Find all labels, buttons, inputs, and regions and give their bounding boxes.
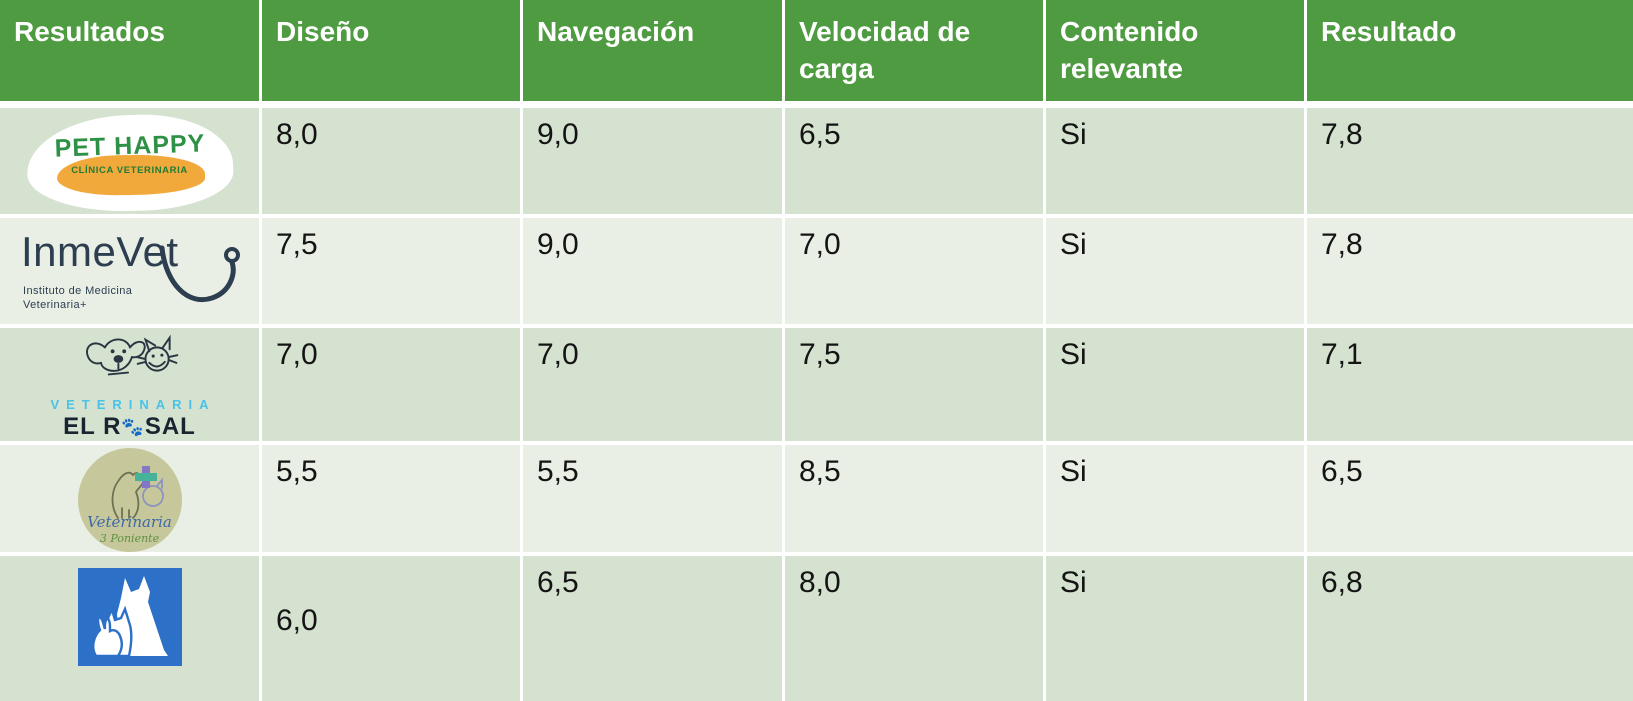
column-header-contenido: Contenido relevante	[1046, 0, 1307, 108]
cell-diseno: 8,0	[262, 108, 523, 218]
tres-poniente-logo: Veterinaria 3 Poniente	[77, 448, 182, 552]
inmevet-title: InmeVet	[21, 228, 179, 275]
inmevet-logo-cell: InmeVet Instituto de Medicina Veterinari…	[0, 218, 262, 328]
el-rosal-line2-right: SAL	[144, 413, 196, 440]
table-row-el-rosal: VETERINARIA EL R🐾SAL 7,0 7,0 7,5 Si 7,1	[0, 328, 1633, 445]
el-rosal-line2-left: EL R	[63, 413, 122, 440]
el-rosal-line1: VETERINARIA	[50, 397, 216, 412]
cell-diseno: 7,0	[262, 328, 523, 445]
table-row-3-poniente: Veterinaria 3 Poniente 5,5 5,5 8,5 Si 6,…	[0, 445, 1633, 556]
cell-diseno: 6,0	[262, 556, 523, 701]
cell-velocidad: 7,0	[785, 218, 1046, 328]
cell-diseno: 7,5	[262, 218, 523, 328]
cell-resultado: 6,5	[1307, 445, 1633, 556]
cell-navegacion: 9,0	[523, 108, 785, 218]
cell-navegacion: 6,5	[523, 556, 785, 701]
poniente-line2: 3 Poniente	[99, 532, 160, 545]
column-header-resultado: Resultado	[1307, 0, 1633, 108]
column-header-navegacion: Navegación	[523, 0, 785, 108]
cell-velocidad: 8,5	[785, 445, 1046, 556]
cell-velocidad: 6,5	[785, 108, 1046, 218]
cell-contenido: Si	[1046, 556, 1307, 701]
cell-contenido: Si	[1046, 328, 1307, 445]
pet-happy-logo-cell: Pet Happy CLÍNICA VETERINARIA	[0, 108, 262, 218]
inmevet-subtitle-line2: Veterinaria+	[23, 299, 87, 312]
cell-contenido: Si	[1046, 108, 1307, 218]
cell-navegacion: 9,0	[523, 218, 785, 328]
blue-logo-cell	[0, 556, 262, 701]
cell-resultado: 7,8	[1307, 218, 1633, 328]
cell-resultado: 7,8	[1307, 108, 1633, 218]
column-header-resultados: Resultados	[0, 0, 262, 108]
header-row: Resultados Diseño Navegación Velocidad d…	[0, 0, 1633, 108]
inmevet-subtitle: Instituto de Medicina Veterinaria+	[23, 284, 132, 313]
table-row-blue-logo: 6,0 6,5 8,0 Si 6,8	[0, 556, 1633, 701]
pet-happy-logo: Pet Happy CLÍNICA VETERINARIA	[24, 111, 235, 215]
column-header-velocidad: Velocidad de carga	[785, 0, 1046, 108]
inmevet-subtitle-line1: Instituto de Medicina	[23, 285, 133, 297]
dog-cat-rabbit-icon	[77, 568, 182, 666]
column-header-diseno: Diseño	[262, 0, 523, 108]
cell-velocidad: 8,0	[785, 556, 1046, 701]
cell-contenido: Si	[1046, 445, 1307, 556]
cell-navegacion: 7,0	[523, 328, 785, 445]
cell-diseno: 5,5	[262, 445, 523, 556]
cell-resultado: 6,8	[1307, 556, 1633, 701]
dog-doodle-with-cross-icon	[111, 466, 164, 519]
cell-resultado: 7,1	[1307, 328, 1633, 445]
dog-and-cat-doodle-icon	[85, 334, 178, 376]
cell-navegacion: 5,5	[523, 445, 785, 556]
cell-velocidad: 7,5	[785, 328, 1046, 445]
el-rosal-logo: VETERINARIA EL R🐾SAL	[40, 330, 220, 441]
pet-happy-subtitle: CLÍNICA VETERINARIA	[71, 165, 188, 176]
table-row-inmevet: InmeVet Instituto de Medicina Veterinari…	[0, 218, 1633, 328]
poniente-line1: Veterinaria	[87, 513, 172, 531]
blue-animals-logo	[77, 568, 182, 674]
poniente-logo-cell: Veterinaria 3 Poniente	[0, 445, 262, 556]
stethoscope-icon	[159, 245, 240, 303]
cell-contenido: Si	[1046, 218, 1307, 328]
paw-icon: 🐾	[121, 417, 145, 437]
el-rosal-logo-cell: VETERINARIA EL R🐾SAL	[0, 328, 262, 445]
table-row-pet-happy: Pet Happy CLÍNICA VETERINARIA 8,0 9,0 6,…	[0, 108, 1633, 218]
inmevet-logo: InmeVet Instituto de Medicina Veterinari…	[17, 222, 242, 324]
el-rosal-line2: EL R🐾SAL	[40, 413, 220, 441]
